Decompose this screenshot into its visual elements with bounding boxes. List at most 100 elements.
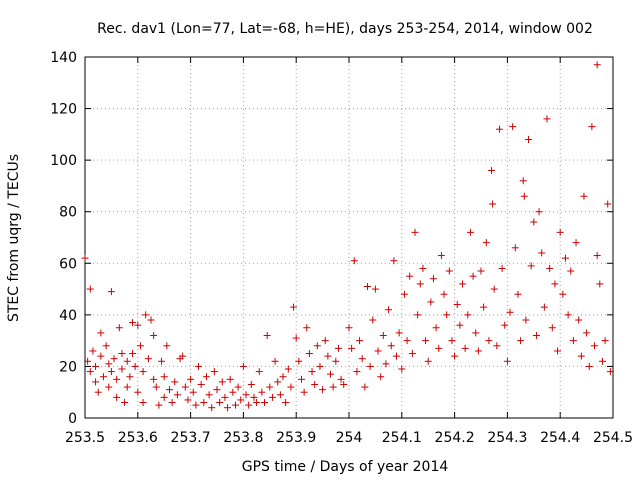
- data-point: [300, 388, 308, 396]
- data-point: [181, 383, 189, 391]
- data-point: [532, 331, 540, 339]
- data-point: [245, 401, 253, 409]
- data-points: [81, 61, 614, 412]
- data-point: [440, 290, 448, 298]
- data-point: [363, 282, 371, 290]
- data-point: [113, 393, 121, 401]
- data-point: [229, 388, 237, 396]
- x-axis-label: GPS time / Days of year 2014: [242, 459, 449, 475]
- data-point: [168, 399, 176, 407]
- data-point: [403, 337, 411, 345]
- data-point: [216, 399, 224, 407]
- x-tick-label: 253.8: [223, 430, 263, 446]
- data-point: [239, 362, 247, 370]
- data-point: [387, 342, 395, 350]
- data-point: [422, 337, 430, 345]
- data-point: [445, 267, 453, 275]
- data-point: [390, 257, 398, 265]
- data-point: [443, 311, 451, 319]
- data-point: [495, 125, 503, 133]
- x-tick-label: 254.3: [487, 430, 527, 446]
- data-point: [274, 378, 282, 386]
- data-point: [540, 303, 548, 311]
- data-point: [408, 350, 416, 358]
- data-point: [316, 362, 324, 370]
- data-point: [448, 337, 456, 345]
- data-point: [337, 375, 345, 383]
- data-point: [427, 298, 435, 306]
- data-point: [554, 347, 562, 355]
- data-point: [411, 228, 419, 236]
- data-point: [147, 316, 155, 324]
- data-point: [266, 383, 274, 391]
- data-point: [334, 344, 342, 352]
- data-point: [546, 264, 554, 272]
- data-point: [89, 347, 97, 355]
- data-point: [601, 337, 609, 345]
- data-point: [253, 399, 261, 407]
- data-point: [308, 368, 316, 376]
- data-point: [535, 208, 543, 216]
- data-point: [208, 404, 216, 412]
- data-point: [596, 280, 604, 288]
- data-point: [382, 360, 390, 368]
- data-point: [561, 254, 569, 262]
- data-point: [345, 324, 353, 332]
- data-point: [517, 337, 525, 345]
- data-point: [556, 228, 564, 236]
- data-point: [271, 357, 279, 365]
- data-point: [218, 378, 226, 386]
- data-point: [311, 380, 319, 388]
- data-point: [327, 370, 335, 378]
- y-tick-label: 20: [59, 359, 77, 375]
- data-point: [356, 337, 364, 345]
- data-point: [160, 373, 168, 381]
- data-point: [305, 350, 313, 358]
- y-tick-label: 40: [59, 308, 77, 324]
- data-point: [371, 285, 379, 293]
- data-point: [459, 280, 467, 288]
- data-point: [118, 365, 126, 373]
- data-point: [369, 316, 377, 324]
- y-tick-label: 60: [59, 256, 77, 272]
- data-point: [361, 383, 369, 391]
- data-point: [284, 365, 292, 373]
- data-point: [282, 399, 290, 407]
- data-point: [485, 337, 493, 345]
- data-point: [514, 290, 522, 298]
- data-point: [538, 249, 546, 257]
- data-point: [419, 264, 427, 272]
- data-point: [205, 391, 213, 399]
- y-tick-label: 0: [68, 411, 77, 427]
- data-point: [113, 375, 121, 383]
- data-point: [276, 391, 284, 399]
- y-tick-label: 120: [50, 102, 77, 118]
- data-point: [522, 316, 530, 324]
- data-point: [366, 362, 374, 370]
- data-point: [572, 239, 580, 247]
- data-point: [134, 321, 142, 329]
- data-point: [548, 324, 556, 332]
- data-point: [453, 301, 461, 309]
- data-point: [593, 61, 601, 69]
- data-point: [136, 342, 144, 350]
- x-tick-label: 254.1: [382, 430, 422, 446]
- data-point: [520, 192, 528, 200]
- data-point: [588, 123, 596, 131]
- data-point: [94, 388, 102, 396]
- data-point: [464, 311, 472, 319]
- data-point: [580, 192, 588, 200]
- data-point: [569, 337, 577, 345]
- x-tick-label: 254.5: [593, 430, 633, 446]
- data-point: [250, 393, 258, 401]
- data-point: [187, 375, 195, 383]
- data-point: [195, 362, 203, 370]
- data-point: [511, 244, 519, 252]
- data-point: [234, 383, 242, 391]
- data-point: [340, 380, 348, 388]
- data-point: [255, 368, 263, 376]
- data-point: [477, 267, 485, 275]
- data-point: [469, 272, 477, 280]
- data-point: [160, 393, 168, 401]
- data-point: [202, 373, 210, 381]
